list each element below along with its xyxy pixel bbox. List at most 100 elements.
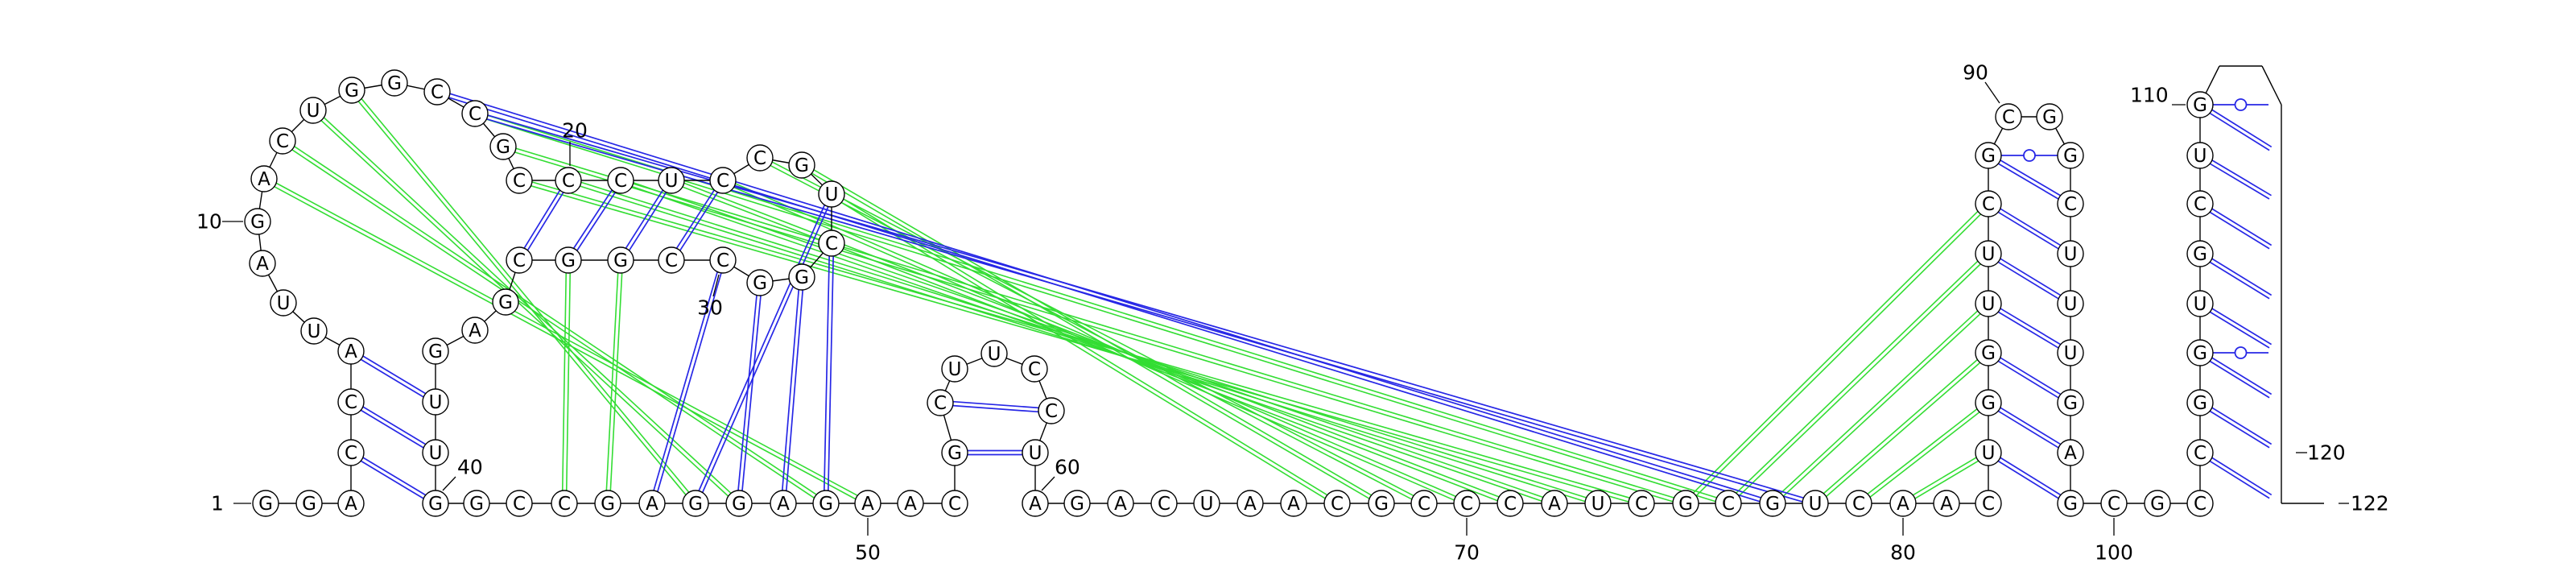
base-pair: [360, 406, 427, 449]
tertiary-interaction: [1780, 310, 1981, 497]
nucleotide: A: [897, 490, 924, 517]
nucleotide-base: A: [1287, 494, 1300, 515]
nucleotide: U: [300, 317, 328, 345]
nucleotide-base: C: [345, 443, 357, 464]
nucleotide: G: [1975, 339, 2002, 366]
nucleotide: C: [506, 246, 533, 274]
nucleotide-base: C: [1045, 401, 1058, 422]
nucleotide-circle: [1975, 490, 2002, 517]
nucleotide-base: C: [513, 250, 526, 271]
nucleotide-circle: [2186, 389, 2214, 416]
nucleotide-circle: [1933, 490, 1960, 517]
nucleotide: G: [1672, 490, 1699, 517]
nucleotide-circle: [300, 317, 328, 345]
nucleotide-circle: [638, 490, 666, 517]
base-pair: [1997, 258, 2062, 300]
nucleotide: G: [295, 490, 323, 517]
nucleotide-base: A: [1029, 494, 1042, 515]
nucleotide-circle: [818, 230, 845, 257]
nucleotide: U: [1193, 490, 1220, 517]
nucleotide: U: [941, 355, 968, 383]
nucleotide-base: G: [498, 292, 513, 313]
nucleotide-circle: [1628, 490, 1655, 517]
nucleotide-circle: [2186, 190, 2214, 217]
nucleotide-circle: [658, 167, 685, 194]
nucleotide-circle: [2057, 439, 2084, 466]
position-number: 80: [1890, 541, 1916, 565]
nucleotide-circle: [1323, 490, 1351, 517]
base-pair: [625, 189, 667, 251]
nucleotide-circle: [1107, 490, 1134, 517]
nucleotide-circle: [2057, 490, 2084, 517]
base-pair: [737, 295, 762, 491]
nucleotide-base: G: [2063, 146, 2078, 167]
nucleotide: G: [492, 288, 519, 316]
nucleotide-base: C: [431, 82, 444, 103]
nucleotide: G: [788, 151, 815, 179]
position-number: 10: [196, 210, 222, 234]
position-number: 110: [2130, 84, 2169, 107]
nucleotide: G: [2036, 103, 2063, 130]
nucleotide: G: [607, 246, 634, 274]
nucleotide-base: G: [1070, 494, 1084, 515]
position-number: 90: [1963, 61, 1988, 85]
nucleotide-base: C: [1722, 494, 1735, 515]
nucleotide-circle: [423, 78, 451, 106]
backbone-segment: [2261, 65, 2282, 106]
nucleotide-circle: [2186, 439, 2214, 466]
nucleotide-base: G: [1981, 393, 1996, 414]
nucleotide: U: [2186, 290, 2214, 317]
nucleotide-circle: [1368, 490, 1395, 517]
nucleotide-base: A: [1940, 494, 1953, 515]
nucleotide: C: [506, 167, 533, 194]
nucleotide: G: [244, 208, 271, 235]
nucleotide: G: [2057, 142, 2084, 169]
base-pair: [698, 205, 829, 493]
nucleotide: G: [2186, 339, 2214, 366]
nucleotide-base: U: [429, 392, 443, 413]
nucleotide: C: [1995, 103, 2022, 130]
nucleotide-base: U: [1982, 294, 1996, 315]
nucleotide: C: [1975, 190, 2002, 217]
position-number: 60: [1055, 456, 1080, 479]
nucleotide: C: [2186, 490, 2214, 517]
base-pair: [2209, 357, 2273, 399]
nucleotide-base: G: [302, 494, 316, 515]
nucleotide: A: [2057, 439, 2084, 466]
nucleotide-base: G: [469, 494, 484, 515]
nucleotide-circle: [1022, 439, 1049, 466]
nucleotide-circle: [2186, 240, 2214, 267]
tertiary-interaction: [561, 272, 572, 491]
nucleotide-circle: [2186, 490, 2214, 517]
nucleotide: C: [555, 167, 582, 194]
nucleotide: A: [461, 317, 489, 344]
nucleotide: G: [594, 490, 621, 517]
nucleotide-circle: [788, 263, 815, 291]
base-pair: [675, 189, 719, 251]
position-tick: [1041, 476, 1055, 491]
nucleotide: C: [1975, 490, 2002, 517]
nucleotide-circle: [941, 439, 968, 466]
nucleotide-circle: [2057, 339, 2084, 366]
nucleotide: C: [2186, 439, 2214, 466]
nucleotide-base: C: [1028, 359, 1041, 380]
nucleotide-circle: [1022, 490, 1049, 517]
nucleotide: C: [461, 100, 489, 127]
nucleotide: U: [1584, 490, 1612, 517]
nucleotide-base: C: [276, 131, 289, 152]
nucleotide-base: G: [753, 273, 767, 294]
nucleotide-circle: [461, 100, 489, 127]
nucleotide: A: [1889, 490, 1917, 517]
base-pair: [360, 457, 427, 499]
nucleotide: C: [2186, 190, 2214, 217]
nucleotide-circle: [854, 490, 881, 517]
position-number: 120: [2307, 441, 2346, 465]
nucleotide: C: [709, 167, 737, 194]
nucleotide-circle: [1584, 490, 1612, 517]
nucleotide-circle: [337, 439, 365, 466]
nucleotide: G: [338, 77, 365, 104]
nucleotide-base: A: [345, 494, 357, 515]
nucleotide: C: [1845, 490, 1872, 517]
